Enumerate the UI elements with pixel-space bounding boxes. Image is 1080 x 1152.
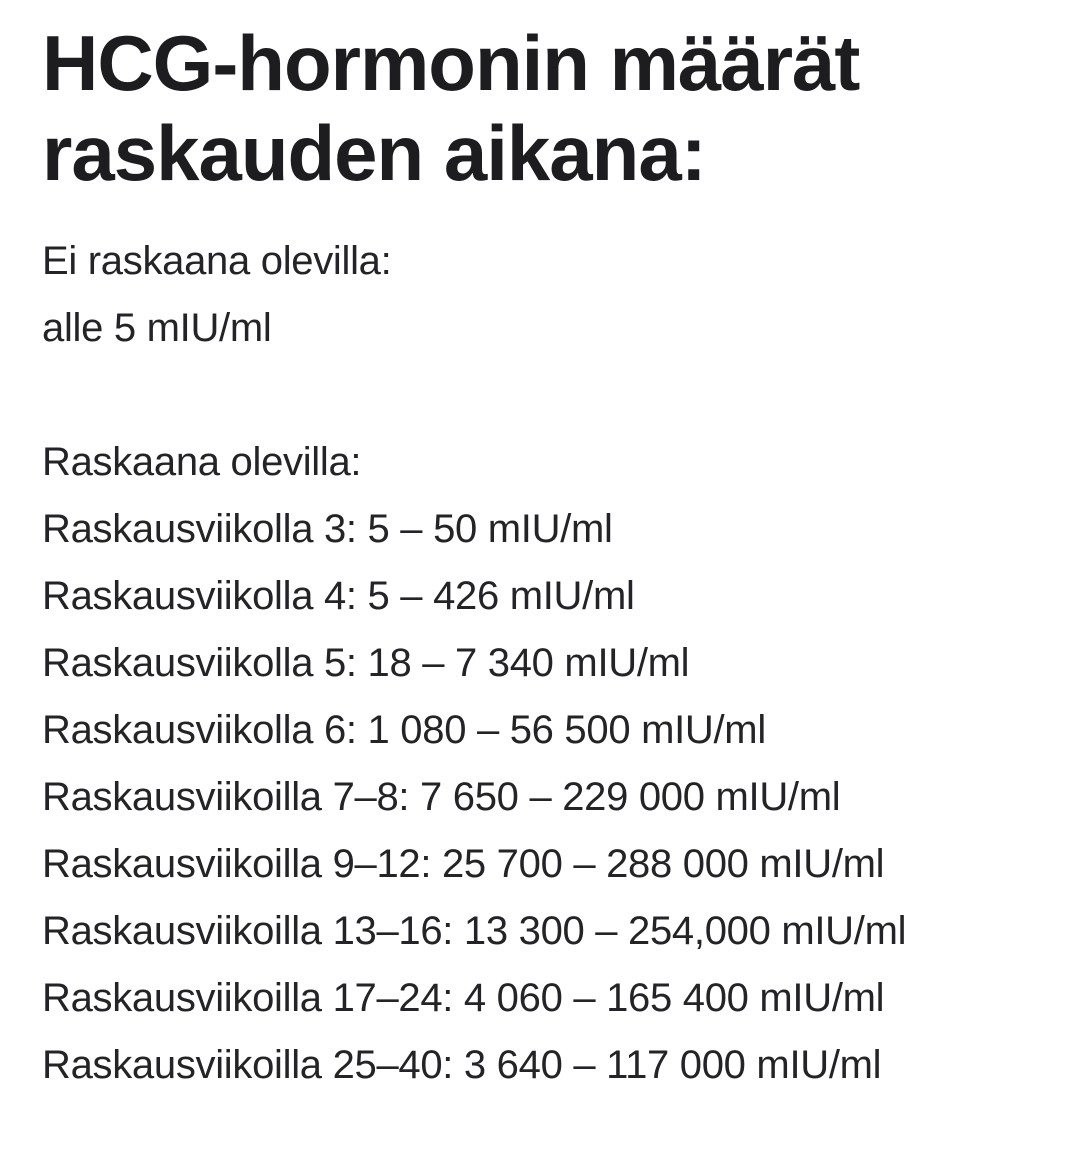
section-pregnant: Raskaana olevilla: Raskausviikolla 3: 5 … bbox=[42, 429, 1038, 1099]
hcg-range-row-week-6: Raskausviikolla 6: 1 080 – 56 500 mIU/ml bbox=[42, 708, 766, 752]
section-not-pregnant: Ei raskaana olevilla: alle 5 mIU/ml bbox=[42, 228, 1038, 362]
hcg-range-row-weeks-7-8: Raskausviikoilla 7–8: 7 650 – 229 000 mI… bbox=[42, 775, 841, 819]
not-pregnant-value: alle 5 mIU/ml bbox=[42, 306, 272, 350]
hcg-range-row-week-4: Raskausviikolla 4: 5 – 426 mIU/ml bbox=[42, 574, 635, 618]
hcg-range-row-weeks-9-12: Raskausviikoilla 9–12: 25 700 – 288 000 … bbox=[42, 842, 885, 886]
hcg-range-row-weeks-25-40: Raskausviikoilla 25–40: 3 640 – 117 000 … bbox=[42, 1043, 882, 1087]
pregnant-heading: Raskaana olevilla: bbox=[42, 440, 362, 484]
hcg-range-row-week-5: Raskausviikolla 5: 18 – 7 340 mIU/ml bbox=[42, 641, 690, 685]
hcg-range-row-week-3: Raskausviikolla 3: 5 – 50 mIU/ml bbox=[42, 507, 613, 551]
not-pregnant-heading: Ei raskaana olevilla: bbox=[42, 239, 392, 283]
hcg-range-row-weeks-17-24: Raskausviikoilla 17–24: 4 060 – 165 400 … bbox=[42, 976, 885, 1020]
article-content: HCG-hormonin määrät raskauden aikana: Ei… bbox=[42, 19, 1038, 1099]
hcg-range-row-weeks-13-16: Raskausviikoilla 13–16: 13 300 – 254,000… bbox=[42, 909, 907, 953]
page-title: HCG-hormonin määrät raskauden aikana: bbox=[42, 19, 860, 197]
